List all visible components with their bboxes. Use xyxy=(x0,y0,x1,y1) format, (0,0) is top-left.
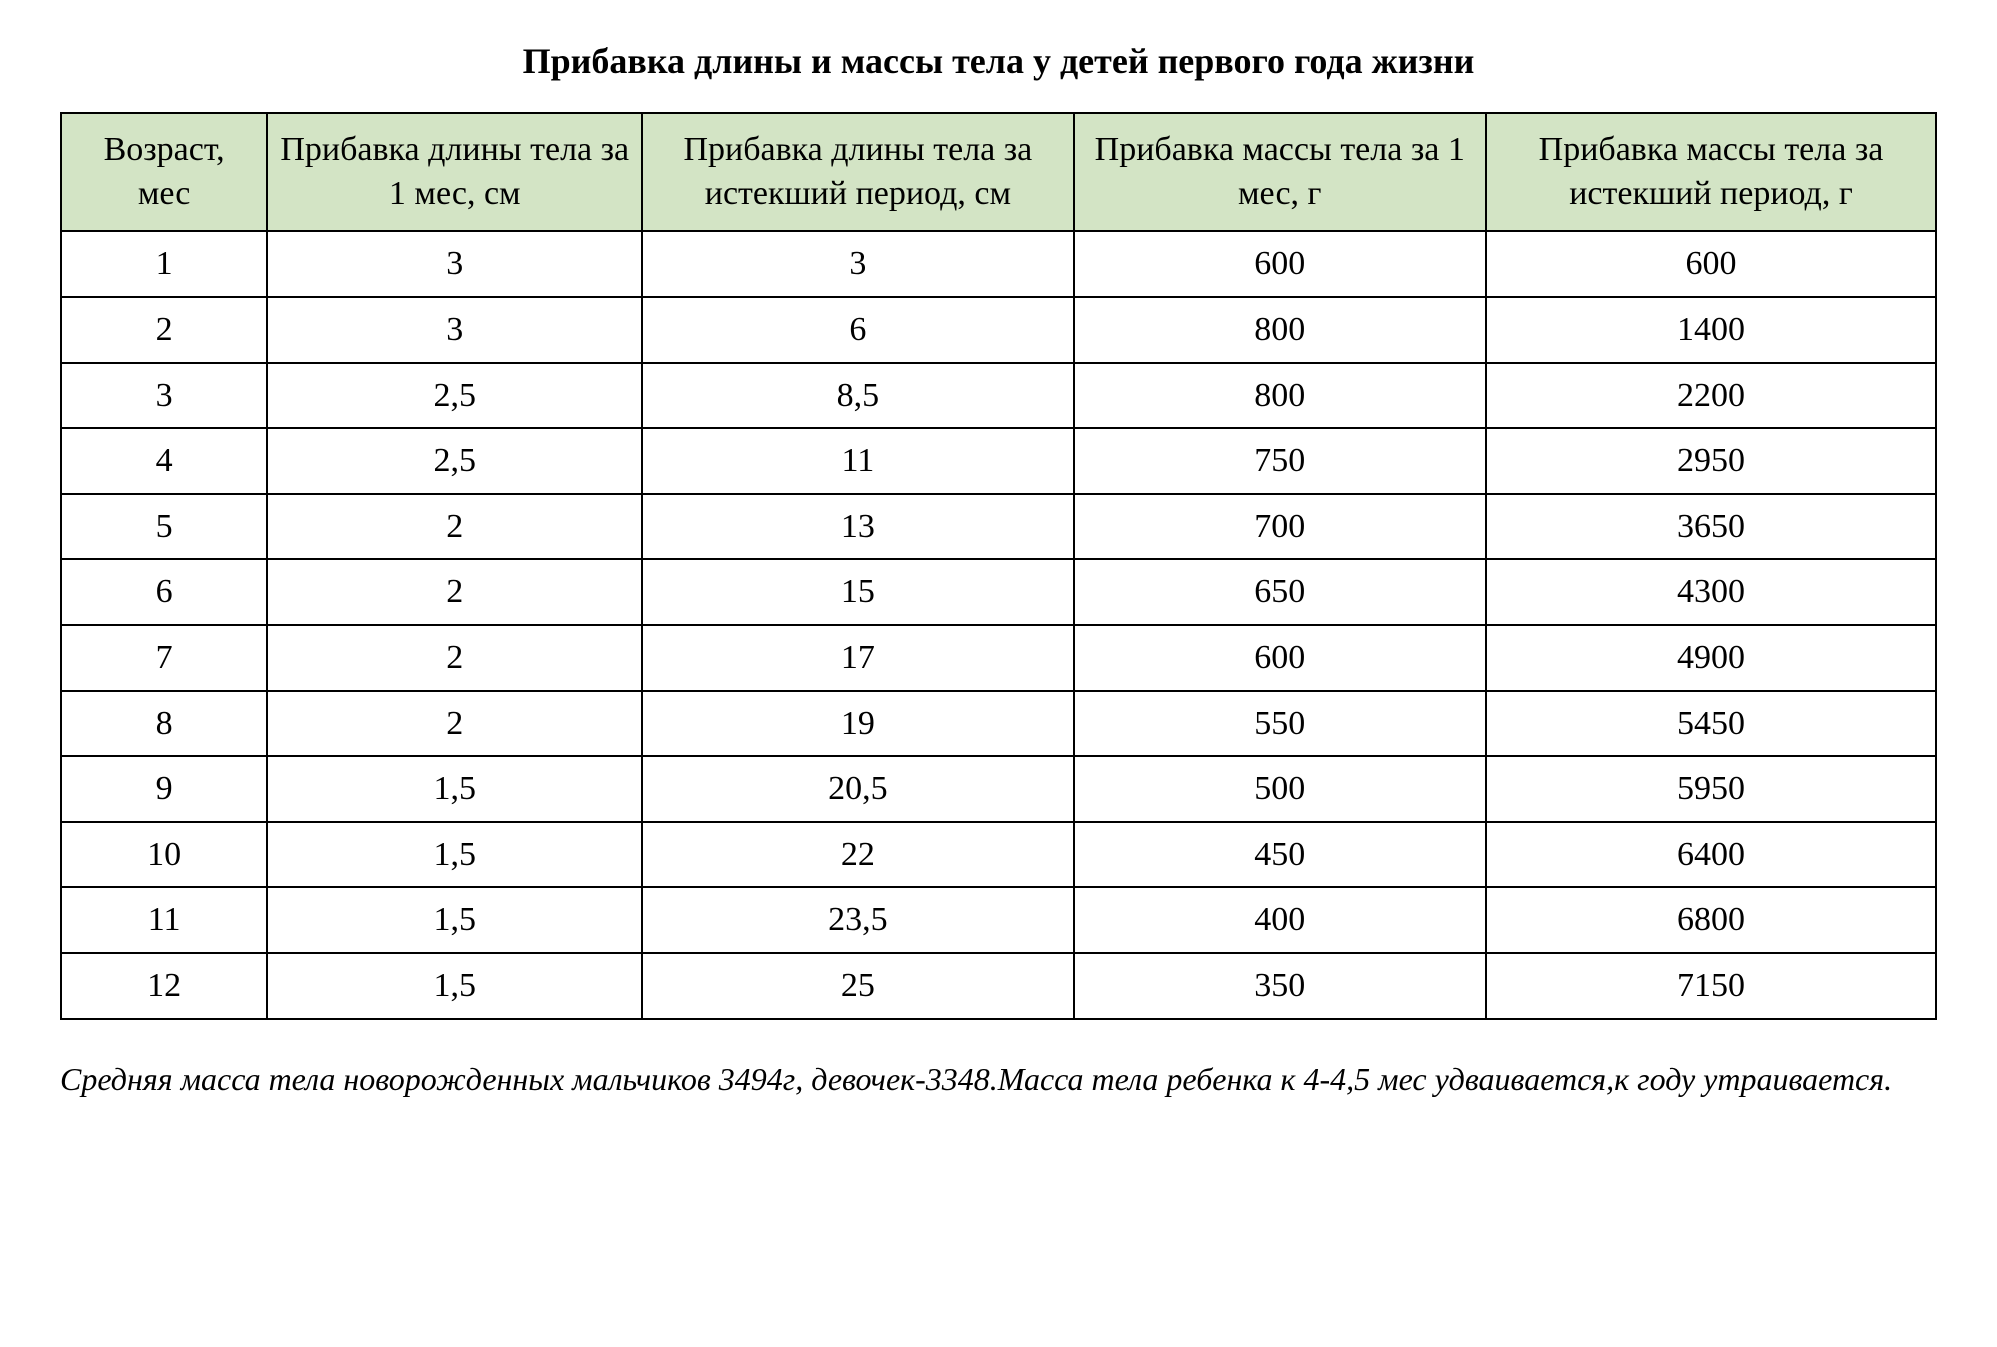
page-title: Прибавка длины и массы тела у детей перв… xyxy=(60,40,1937,82)
cell: 1 xyxy=(61,231,267,297)
table-row: 4 2,5 11 750 2950 xyxy=(61,428,1936,494)
cell: 19 xyxy=(642,691,1073,757)
cell: 450 xyxy=(1074,822,1487,888)
cell: 1,5 xyxy=(267,756,642,822)
cell: 3 xyxy=(642,231,1073,297)
cell: 20,5 xyxy=(642,756,1073,822)
cell: 1,5 xyxy=(267,953,642,1019)
cell: 400 xyxy=(1074,887,1487,953)
cell: 2,5 xyxy=(267,363,642,429)
cell: 3650 xyxy=(1486,494,1936,560)
cell: 5450 xyxy=(1486,691,1936,757)
cell: 22 xyxy=(642,822,1073,888)
cell: 8 xyxy=(61,691,267,757)
cell: 2,5 xyxy=(267,428,642,494)
cell: 3 xyxy=(267,297,642,363)
table-row: 10 1,5 22 450 6400 xyxy=(61,822,1936,888)
cell: 2200 xyxy=(1486,363,1936,429)
cell: 350 xyxy=(1074,953,1487,1019)
table-row: 12 1,5 25 350 7150 xyxy=(61,953,1936,1019)
cell: 7 xyxy=(61,625,267,691)
cell: 4 xyxy=(61,428,267,494)
table-row: 8 2 19 550 5450 xyxy=(61,691,1936,757)
cell: 4300 xyxy=(1486,559,1936,625)
cell: 1,5 xyxy=(267,887,642,953)
table-row: 9 1,5 20,5 500 5950 xyxy=(61,756,1936,822)
cell: 2 xyxy=(267,691,642,757)
cell: 600 xyxy=(1074,231,1487,297)
cell: 17 xyxy=(642,625,1073,691)
cell: 650 xyxy=(1074,559,1487,625)
col-header-length-month: Прибавка длины тела за 1 мес, см xyxy=(267,113,642,231)
cell: 600 xyxy=(1486,231,1936,297)
cell: 6800 xyxy=(1486,887,1936,953)
cell: 2 xyxy=(267,625,642,691)
cell: 2950 xyxy=(1486,428,1936,494)
cell: 3 xyxy=(267,231,642,297)
cell: 3 xyxy=(61,363,267,429)
cell: 1,5 xyxy=(267,822,642,888)
table-row: 2 3 6 800 1400 xyxy=(61,297,1936,363)
col-header-mass-period: Прибавка массы тела за истекший период, … xyxy=(1486,113,1936,231)
cell: 550 xyxy=(1074,691,1487,757)
table-body: 1 3 3 600 600 2 3 6 800 1400 3 2,5 8,5 8… xyxy=(61,231,1936,1018)
cell: 600 xyxy=(1074,625,1487,691)
cell: 1400 xyxy=(1486,297,1936,363)
cell: 2 xyxy=(267,559,642,625)
cell: 15 xyxy=(642,559,1073,625)
cell: 800 xyxy=(1074,363,1487,429)
cell: 500 xyxy=(1074,756,1487,822)
cell: 6400 xyxy=(1486,822,1936,888)
cell: 5 xyxy=(61,494,267,560)
cell: 4900 xyxy=(1486,625,1936,691)
cell: 6 xyxy=(61,559,267,625)
cell: 10 xyxy=(61,822,267,888)
table-row: 5 2 13 700 3650 xyxy=(61,494,1936,560)
table-row: 6 2 15 650 4300 xyxy=(61,559,1936,625)
table-row: 1 3 3 600 600 xyxy=(61,231,1936,297)
growth-table: Возраст, мес Прибавка длины тела за 1 ме… xyxy=(60,112,1937,1020)
table-row: 7 2 17 600 4900 xyxy=(61,625,1936,691)
cell: 2 xyxy=(267,494,642,560)
cell: 5950 xyxy=(1486,756,1936,822)
cell: 23,5 xyxy=(642,887,1073,953)
cell: 11 xyxy=(61,887,267,953)
cell: 13 xyxy=(642,494,1073,560)
col-header-mass-month: Прибавка массы тела за 1 мес, г xyxy=(1074,113,1487,231)
cell: 700 xyxy=(1074,494,1487,560)
col-header-age: Возраст, мес xyxy=(61,113,267,231)
cell: 800 xyxy=(1074,297,1487,363)
cell: 12 xyxy=(61,953,267,1019)
cell: 9 xyxy=(61,756,267,822)
cell: 750 xyxy=(1074,428,1487,494)
cell: 6 xyxy=(642,297,1073,363)
col-header-length-period: Прибавка длины тела за истекший период, … xyxy=(642,113,1073,231)
footnote-text: Средняя масса тела новорожденных мальчик… xyxy=(60,1055,1937,1103)
cell: 2 xyxy=(61,297,267,363)
cell: 25 xyxy=(642,953,1073,1019)
cell: 7150 xyxy=(1486,953,1936,1019)
table-row: 11 1,5 23,5 400 6800 xyxy=(61,887,1936,953)
table-header-row: Возраст, мес Прибавка длины тела за 1 ме… xyxy=(61,113,1936,231)
cell: 11 xyxy=(642,428,1073,494)
table-row: 3 2,5 8,5 800 2200 xyxy=(61,363,1936,429)
cell: 8,5 xyxy=(642,363,1073,429)
